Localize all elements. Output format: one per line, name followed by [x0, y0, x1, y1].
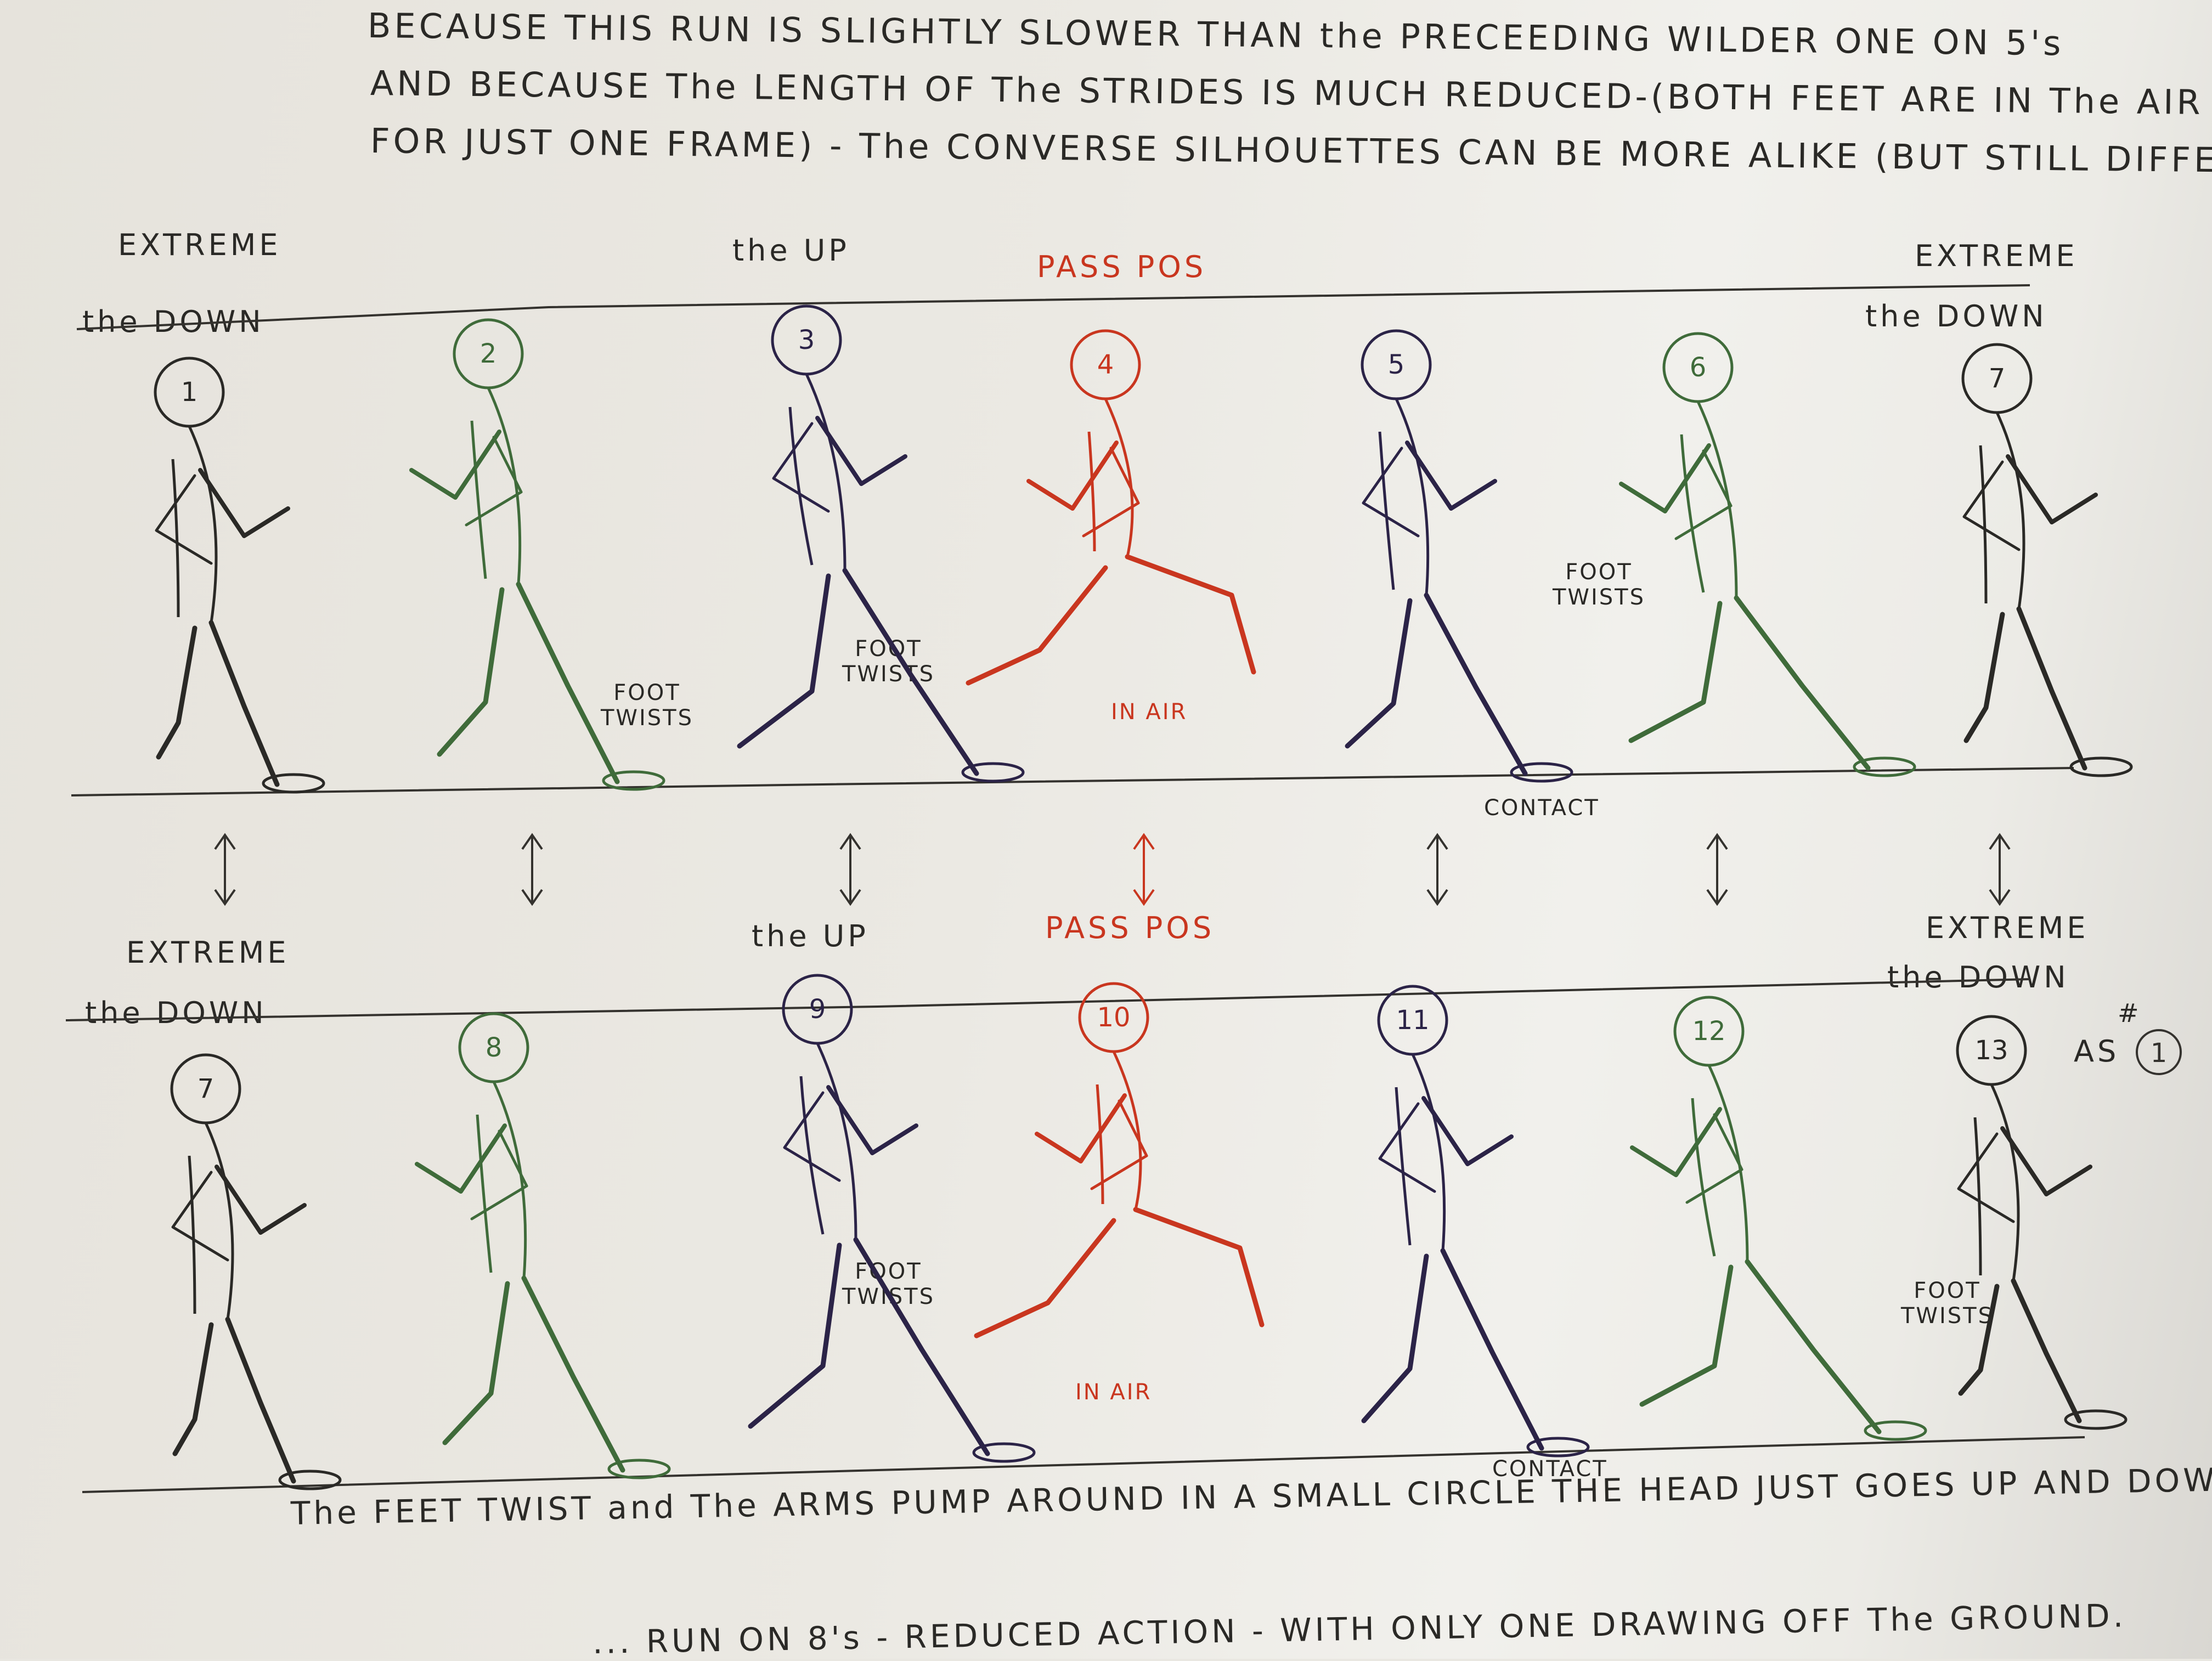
row1-down-right: the DOWN [1865, 299, 2047, 334]
row1-frame-number: 1 [181, 377, 198, 408]
row2-note-foot-twists-a: FOOT TWISTS [842, 1259, 935, 1309]
row1-frame-number: 4 [1097, 349, 1114, 380]
row2-figure-11: 11 [1361, 985, 1590, 1457]
row2-note-in-air: IN AIR [1075, 1380, 1152, 1405]
row2-figure-9: 9 [748, 974, 1036, 1463]
row2-note-contact: CONTACT [1492, 1456, 1608, 1482]
row1-figure-7: 7 [1961, 343, 2133, 777]
row1-note-foot-twists-c: FOOT TWISTS [1553, 560, 1645, 610]
row2-head-line [65, 978, 2030, 1021]
row2-frame-number: 12 [1692, 1016, 1725, 1047]
row1-figure-3: 3 [737, 304, 1025, 783]
row2-frame-number: 7 [198, 1074, 215, 1104]
row1-up: the UP [732, 233, 850, 268]
double-arrow-icon [521, 833, 543, 906]
row2-figures: 7 8 9 10 11 12 13 [170, 974, 2128, 1490]
row2-ground-line [82, 1436, 2085, 1493]
row2-extreme-right: EXTREME [1926, 911, 2089, 945]
row1-head-line [76, 284, 2030, 330]
row2-frame-number: 9 [809, 994, 826, 1025]
as-circle [2136, 1029, 2182, 1075]
row2-note-foot-twists-b: FOOT TWISTS [1901, 1278, 1994, 1329]
guide-lines [65, 284, 2085, 1493]
double-arrow-icon [1133, 833, 1155, 906]
row2-down-right: the DOWN [1887, 960, 2069, 995]
row1-note-foot-twists-b: FOOT TWISTS [842, 636, 935, 687]
row2-frame-number: 10 [1097, 1002, 1130, 1033]
row2-pass-pos: PASS POS [1045, 911, 1215, 945]
row1-figure-1: 1 [154, 357, 325, 794]
row1-frame-number: 5 [1388, 349, 1405, 380]
row1-note-foot-twists-a: FOOT TWISTS [601, 680, 693, 731]
row1-figure-6: 6 [1619, 332, 1916, 777]
row1-extreme-right: EXTREME [1915, 239, 2078, 273]
double-arrow-icon [1706, 833, 1728, 906]
row2-as-note: AS [2074, 1034, 2120, 1069]
row1-frame-number: 7 [1989, 363, 2006, 394]
row1-ground-line [71, 767, 2074, 796]
row1-extreme-left: EXTREME [118, 228, 281, 262]
double-arrow-icon [1426, 833, 1448, 906]
row2-frame-number: 8 [486, 1032, 503, 1063]
double-arrow-icon [1989, 833, 2011, 906]
row2-figure-7: 7 [170, 1053, 342, 1490]
row2-extreme-left: EXTREME [126, 935, 290, 970]
row1-frame-number: 3 [798, 325, 815, 355]
row2-figure-8: 8 [415, 1012, 671, 1479]
row1-note-contact: CONTACT [1484, 795, 1600, 821]
row2-up: the UP [752, 919, 869, 953]
row2-frame-number: 13 [1974, 1035, 2008, 1066]
row2-figure-12: 12 [1630, 996, 1927, 1441]
row2-down-left: the DOWN [85, 996, 267, 1030]
row1-figure-2: 2 [409, 318, 665, 791]
row1-pass-pos: PASS POS [1037, 250, 1207, 284]
double-arrow-icon [839, 833, 861, 906]
row1-note-in-air: IN AIR [1111, 699, 1188, 725]
timing-arrows [214, 833, 2011, 906]
row2-frame-number: 11 [1396, 1005, 1429, 1036]
row1-figure-5: 5 [1345, 329, 1573, 783]
as-circle-number: 1 [2151, 1038, 2168, 1069]
row1-frame-number: 2 [480, 338, 497, 369]
row1-figures: 1 2 3 4 5 6 7 [154, 304, 2133, 794]
double-arrow-icon [214, 833, 236, 906]
row2-figure-10: 10 [974, 982, 1265, 1338]
row1-figure-4: 4 [966, 329, 1256, 686]
row1-frame-number: 6 [1690, 352, 1707, 383]
row2-figure-13: 13 [1956, 1015, 2128, 1430]
row2-as-hash: # [2118, 998, 2142, 1028]
